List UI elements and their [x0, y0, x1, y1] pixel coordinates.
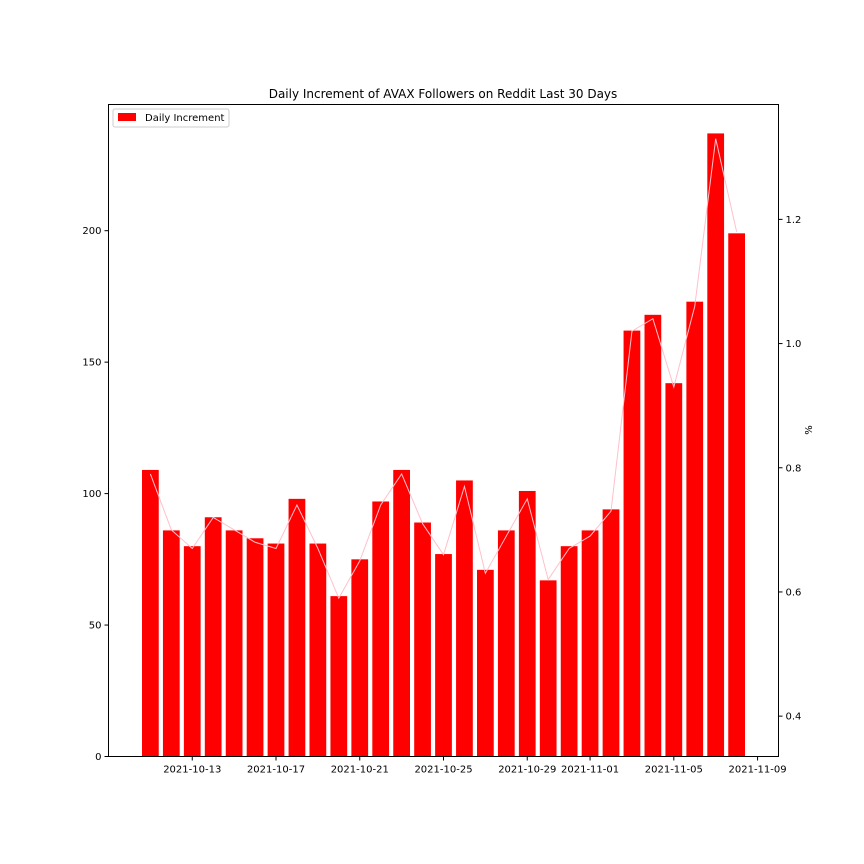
bar — [456, 480, 473, 757]
y-right-tick-label: 1.0 — [786, 339, 802, 350]
legend-label: Daily Increment — [145, 113, 225, 124]
x-tick-label: 2021-10-25 — [414, 765, 472, 776]
legend-swatch — [118, 113, 136, 121]
bar — [267, 543, 285, 757]
y-left-tick-label: 50 — [89, 621, 102, 632]
x-axis-ticks: 2021-10-13 2021-10-17 2021-10-21 2021-10-25… — [163, 756, 787, 776]
bar — [665, 383, 683, 757]
chart-title: Daily Increment of AVAX Followers on Red… — [269, 87, 618, 101]
x-tick-label: 2021-10-21 — [331, 765, 389, 776]
bar — [477, 569, 494, 757]
bar — [581, 530, 599, 757]
x-tick-label: 2021-10-17 — [247, 765, 305, 776]
y-left-tick-label: 150 — [82, 358, 101, 369]
x-tick-label: 2021-11-01 — [561, 765, 619, 776]
bar — [183, 546, 201, 757]
bar — [414, 522, 431, 757]
bar — [728, 233, 745, 757]
bar — [623, 330, 641, 757]
y-axis-right-label: % — [804, 425, 815, 435]
legend-box — [112, 108, 230, 128]
y-left-tick-label: 100 — [82, 489, 101, 500]
legend: Daily Increment — [112, 108, 230, 128]
bar — [372, 501, 390, 757]
bar — [288, 498, 306, 757]
line-layer — [149, 138, 738, 600]
y-right-tick-label: 0.8 — [786, 463, 802, 474]
x-tick-label: 2021-10-13 — [163, 765, 221, 776]
bar — [309, 543, 327, 757]
y-right-tick-label: 1.2 — [786, 215, 802, 226]
bar — [351, 559, 369, 757]
bar — [246, 538, 264, 757]
y-left-tick-label: 200 — [82, 226, 101, 237]
bars-layer — [142, 133, 745, 757]
bar — [204, 517, 222, 757]
bar — [162, 530, 180, 757]
bar — [497, 530, 515, 757]
percent-line — [149, 138, 738, 600]
bar — [602, 509, 620, 757]
x-tick-label: 2021-11-05 — [645, 765, 703, 776]
bar — [225, 530, 243, 757]
bar — [644, 314, 662, 757]
bar — [560, 546, 578, 757]
bar — [539, 580, 557, 757]
bar — [435, 554, 452, 757]
bar — [393, 469, 410, 757]
bar — [707, 133, 725, 757]
x-tick-label: 2021-10-29 — [498, 765, 556, 776]
x-tick-label: 2021-11-09 — [729, 765, 787, 776]
y-axis-right-ticks: 0.4 0.6 0.8 1.0 1.2 — [778, 215, 802, 723]
y-right-tick-label: 0.6 — [786, 587, 802, 598]
bar — [330, 596, 348, 757]
bar — [686, 301, 704, 757]
bar — [518, 490, 536, 757]
y-left-tick-label: 0 — [95, 752, 101, 763]
y-right-tick-label: 0.4 — [786, 712, 802, 723]
bar — [142, 469, 159, 757]
y-axis-left-ticks: 0 50 100 150 200 — [82, 226, 109, 763]
